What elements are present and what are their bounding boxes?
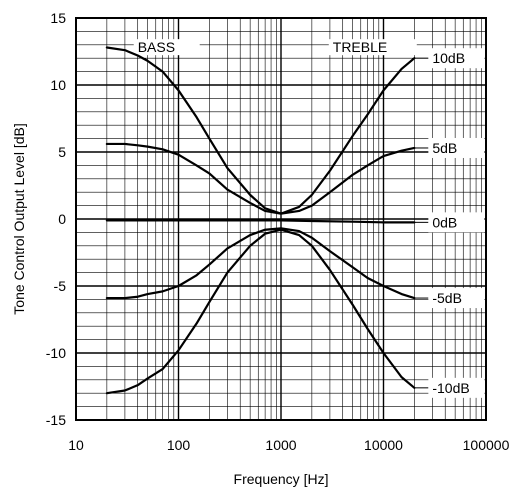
x-tick-label: 10000	[364, 437, 403, 453]
series-label-1: 5dB	[432, 140, 457, 156]
x-tick-label: 1000	[265, 437, 296, 453]
y-tick-label: -15	[46, 412, 66, 428]
series-label-background	[428, 212, 485, 233]
x-tick-label: 100000	[463, 437, 510, 453]
y-tick-label: -10	[46, 345, 66, 361]
y-tick-label: 10	[50, 77, 66, 93]
series-label-2: 0dB	[432, 214, 457, 230]
y-tick-label: -5	[54, 278, 67, 294]
series-label-3: -5dB	[432, 290, 462, 306]
series-label-background	[428, 377, 485, 398]
series-label-background	[428, 48, 485, 69]
series-line-4	[105, 228, 416, 395]
x-tick-label: 10	[68, 437, 84, 453]
plot-frame	[75, 17, 487, 421]
series-line-1	[105, 142, 416, 215]
x-axis-title: Frequency [Hz]	[234, 471, 329, 487]
annotation-treble: TREBLE	[333, 39, 387, 55]
y-tick-label: 5	[58, 144, 66, 160]
grid	[76, 17, 486, 421]
series-label-4: -10dB	[432, 380, 469, 396]
series-line-0	[105, 46, 416, 215]
series-lines	[105, 46, 416, 395]
x-tick-labels: 10 100 1000 10000 100000	[68, 437, 509, 453]
series-labels: 10dB 5dB 0dB -5dB -10dB	[414, 48, 485, 398]
annotation-bass: BASS	[138, 39, 175, 55]
annotation-background	[328, 39, 417, 56]
series-label-background	[428, 288, 485, 309]
series-line-2	[105, 219, 416, 224]
y-tick-label: 15	[50, 10, 66, 26]
annotation-background	[133, 39, 200, 56]
x-tick-label: 100	[167, 437, 191, 453]
annotations: BASS TREBLE	[133, 39, 417, 56]
series-line-3	[105, 227, 416, 300]
series-label-background	[428, 137, 485, 158]
y-axis-title: Tone Control Output Level [dB]	[11, 123, 27, 314]
y-tick-label: 0	[58, 211, 66, 227]
series-label-0: 10dB	[432, 50, 465, 66]
y-tick-labels: 15 10 5 0 -5 -10 -15	[46, 10, 66, 428]
